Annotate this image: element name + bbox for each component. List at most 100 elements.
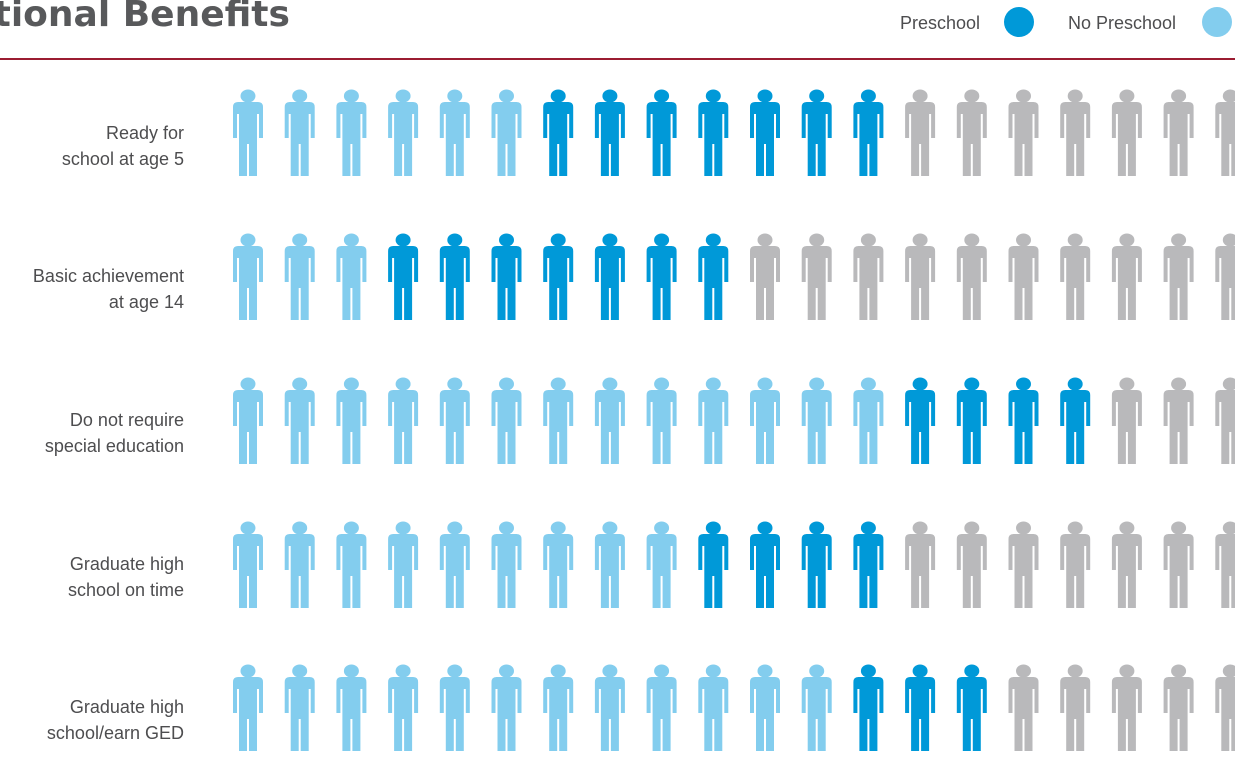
person-icon — [1163, 89, 1194, 176]
person-icon — [956, 664, 987, 751]
person-icon — [284, 233, 315, 320]
person-icon — [336, 377, 367, 464]
person-icon — [388, 521, 419, 608]
person-icon — [853, 233, 884, 320]
person-icon — [1215, 377, 1235, 464]
person-icon — [1163, 521, 1194, 608]
person-icon — [1111, 233, 1142, 320]
person-icon — [284, 664, 315, 751]
person-icon — [594, 377, 625, 464]
person-icon — [1215, 233, 1235, 320]
person-icon — [543, 233, 574, 320]
person-icon — [1111, 89, 1142, 176]
row-label: Graduate high school/earn GED — [46, 697, 184, 743]
person-icon — [491, 377, 522, 464]
person-icon — [750, 664, 780, 751]
person-icon — [1060, 377, 1091, 464]
person-icon — [543, 89, 574, 176]
person-icon — [1060, 521, 1091, 608]
person-icon — [698, 89, 729, 176]
person-icon — [905, 521, 936, 608]
row-label: Ready for school at age 5 — [61, 123, 184, 169]
person-icon — [233, 377, 263, 464]
person-icon — [1215, 664, 1235, 751]
person-icon — [1008, 377, 1039, 464]
legend-label-preschool: Preschool — [900, 13, 981, 33]
person-icon — [491, 233, 522, 320]
person-icon — [853, 89, 884, 176]
person-icon — [853, 377, 884, 464]
person-icon — [801, 664, 832, 751]
person-icon — [956, 521, 987, 608]
person-icon — [543, 664, 574, 751]
person-icon — [1111, 664, 1142, 751]
person-icon — [1215, 521, 1235, 608]
row-label: Graduate high school on time — [67, 554, 184, 600]
person-icon — [853, 664, 884, 751]
legend-swatch-preschool — [1004, 7, 1034, 37]
person-icon — [439, 377, 470, 464]
person-icon — [594, 664, 625, 751]
person-icon — [1111, 377, 1142, 464]
person-icon — [905, 233, 936, 320]
person-icon — [1163, 664, 1194, 751]
legend-label-no-preschool: No Preschool — [1068, 13, 1177, 33]
person-icon — [388, 377, 419, 464]
row-label: Do not require special education — [44, 410, 184, 456]
person-icon — [698, 664, 729, 751]
person-icon — [956, 89, 987, 176]
person-icon — [388, 233, 419, 320]
person-icon — [1008, 521, 1039, 608]
person-icon — [233, 233, 263, 320]
legend-swatch-no-preschool — [1202, 7, 1232, 37]
person-icon — [905, 89, 936, 176]
person-icon — [698, 233, 729, 320]
person-icon — [1060, 233, 1091, 320]
person-icon — [336, 521, 367, 608]
person-icon — [750, 377, 780, 464]
person-icon — [1215, 89, 1235, 176]
person-icon — [543, 377, 574, 464]
person-icon — [233, 521, 263, 608]
person-icon — [491, 664, 522, 751]
person-icon — [905, 377, 936, 464]
person-icon — [1008, 89, 1039, 176]
person-icon — [233, 664, 263, 751]
person-icon — [439, 233, 470, 320]
person-icon — [336, 233, 367, 320]
person-icon — [750, 233, 780, 320]
person-icon — [1008, 664, 1039, 751]
person-icon — [388, 89, 419, 176]
person-icon — [801, 89, 832, 176]
person-icon — [439, 521, 470, 608]
person-icon — [1060, 89, 1091, 176]
person-icon — [750, 89, 780, 176]
row-label: Basic achievement at age 14 — [32, 266, 184, 312]
person-icon — [698, 521, 729, 608]
person-icon — [801, 233, 832, 320]
person-icon — [646, 233, 677, 320]
person-icon — [853, 521, 884, 608]
person-icon — [336, 664, 367, 751]
person-icon — [284, 89, 315, 176]
person-icon — [956, 377, 987, 464]
person-icon — [646, 377, 677, 464]
person-icon — [1163, 233, 1194, 320]
person-icon — [956, 233, 987, 320]
person-icon — [491, 521, 522, 608]
person-icon — [594, 233, 625, 320]
person-icon — [284, 377, 315, 464]
person-icon — [646, 89, 677, 176]
title-rule — [0, 58, 1235, 60]
person-icon — [646, 664, 677, 751]
person-icon — [905, 664, 936, 751]
person-icon — [1060, 664, 1091, 751]
person-icon — [233, 89, 263, 176]
person-icon — [1163, 377, 1194, 464]
person-icon — [491, 89, 522, 176]
person-icon — [439, 89, 470, 176]
person-icon — [388, 664, 419, 751]
person-icon — [646, 521, 677, 608]
person-icon — [284, 521, 315, 608]
